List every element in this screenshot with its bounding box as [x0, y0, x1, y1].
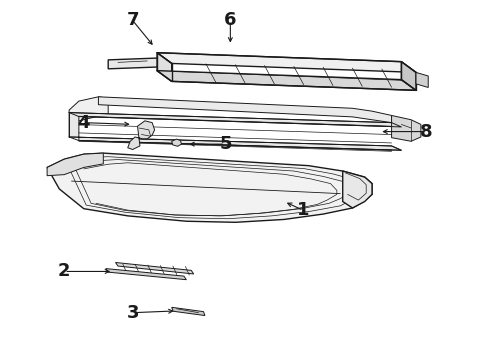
Text: 6: 6: [224, 12, 237, 30]
Polygon shape: [416, 72, 428, 87]
Polygon shape: [157, 53, 171, 81]
Text: 2: 2: [58, 262, 71, 280]
Text: 5: 5: [219, 135, 232, 153]
Polygon shape: [392, 116, 421, 141]
Polygon shape: [47, 153, 372, 222]
Polygon shape: [47, 153, 103, 176]
Polygon shape: [172, 307, 205, 316]
Polygon shape: [157, 53, 416, 72]
Polygon shape: [116, 262, 194, 274]
Polygon shape: [108, 58, 157, 69]
Polygon shape: [172, 139, 181, 146]
Polygon shape: [401, 62, 416, 90]
Text: 3: 3: [126, 304, 139, 322]
Polygon shape: [128, 121, 155, 149]
Text: 8: 8: [419, 123, 432, 141]
Polygon shape: [69, 97, 108, 121]
Polygon shape: [98, 97, 392, 123]
Text: 4: 4: [77, 114, 90, 132]
Text: 7: 7: [126, 12, 139, 30]
Polygon shape: [157, 71, 416, 90]
Polygon shape: [69, 113, 401, 150]
Polygon shape: [343, 171, 372, 208]
Polygon shape: [106, 269, 186, 280]
Text: 1: 1: [297, 202, 310, 220]
